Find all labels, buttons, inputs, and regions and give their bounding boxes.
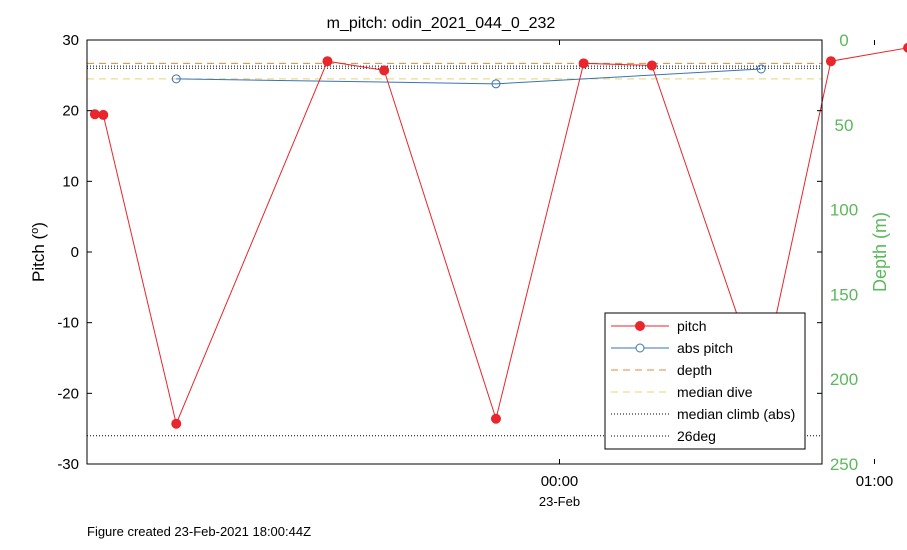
legend-swatch-marker [635, 343, 645, 353]
y2-tick-label: 200 [830, 370, 858, 389]
y-tick-label: 10 [62, 173, 79, 190]
y-tick-label: 30 [62, 32, 79, 49]
pitch-point [646, 60, 657, 71]
legend-label: median climb (abs) [677, 406, 795, 422]
abs-pitch-point [171, 74, 181, 84]
y2-tick-label: 150 [830, 285, 858, 304]
x-tick-label: 00:00 [541, 473, 579, 490]
pitch-point [322, 56, 333, 67]
pitch-point [903, 42, 907, 53]
y-tick-label: -30 [57, 456, 79, 473]
y-tick-label: -20 [57, 385, 79, 402]
y2-tick-label: 100 [830, 201, 858, 220]
y2-tick-label: 50 [835, 116, 854, 135]
pitch-point [490, 413, 501, 424]
x-axis: 00:00 23-Feb 01:00 [539, 40, 893, 509]
legend-label: median dive [677, 384, 753, 400]
y2-axis: 0 50 100 150 200 250 [830, 31, 858, 474]
y-axis-label: Pitch (o) [29, 222, 48, 282]
series-layer [89, 42, 907, 429]
legend-label: 26deg [677, 428, 716, 444]
legend-label: pitch [677, 318, 707, 334]
legend-label: depth [677, 362, 712, 378]
legend: pitch abs pitch depth median dive median cli… [604, 312, 806, 450]
abs-pitch-line [176, 68, 762, 85]
abs-pitch-point [756, 64, 766, 74]
pitch-point [379, 65, 390, 76]
legend-swatch-marker [635, 321, 645, 331]
figure-created-footer: Figure created 23-Feb-2021 18:00:44Z [87, 524, 311, 539]
y2-tick-label: 0 [839, 31, 848, 50]
y-axis: 30 20 10 0 -10 -20 -30 [57, 32, 822, 473]
chart-title: m_pitch: odin_2021_044_0_232 [327, 15, 556, 32]
pitch-point [98, 109, 109, 120]
legend-label: abs pitch [677, 340, 733, 356]
x-tick-sublabel: 23-Feb [539, 494, 580, 509]
x-tick-label: 01:00 [856, 473, 894, 490]
y2-axis-label: Depth (m) [870, 212, 890, 292]
pitch-point [825, 56, 836, 67]
y2-tick-label: 250 [830, 455, 858, 474]
y-tick-label: 0 [71, 244, 79, 261]
y-tick-label: -10 [57, 315, 79, 332]
pitch-point [578, 58, 589, 69]
abs-pitch-point [491, 79, 501, 89]
pitch-point [171, 418, 182, 429]
legend-box [604, 312, 806, 450]
y-tick-label: 20 [62, 103, 79, 120]
